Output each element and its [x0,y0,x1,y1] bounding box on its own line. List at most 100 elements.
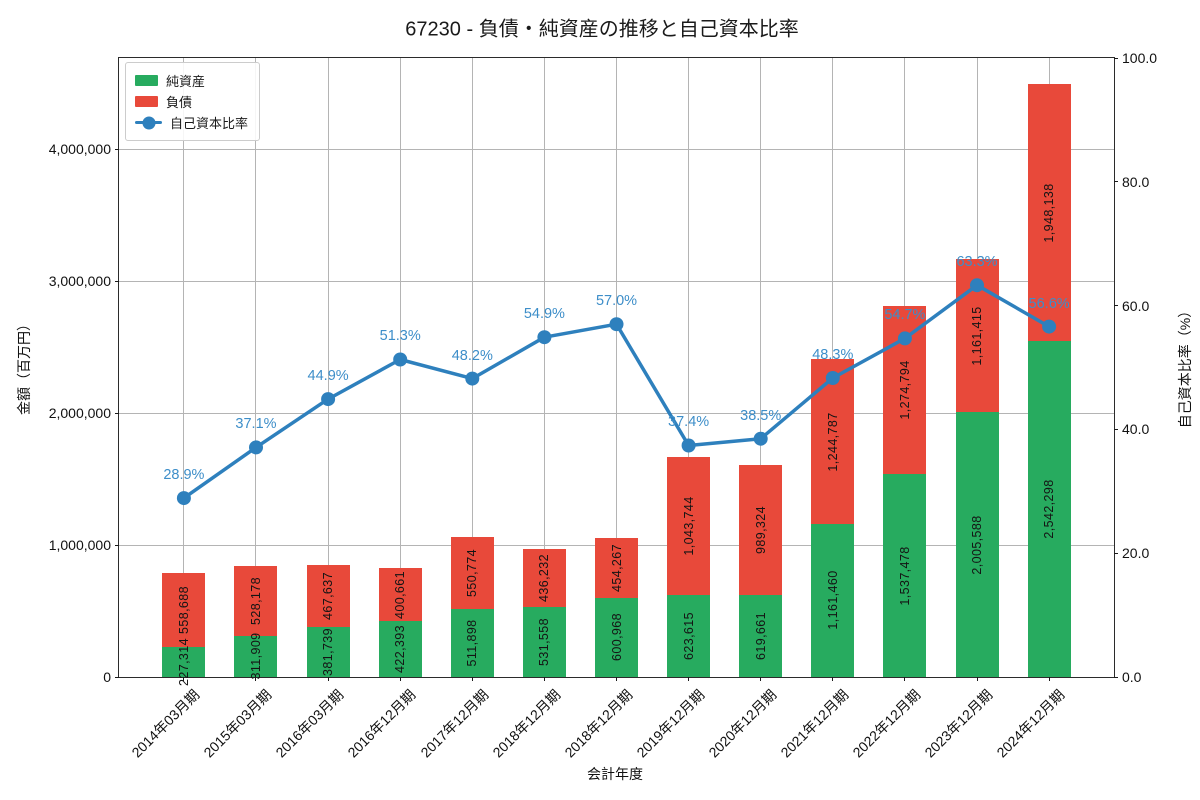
x-axis-tick [255,677,257,681]
right-axis-tick [1114,181,1118,183]
equity-ratio-point [465,371,480,386]
liabilities-value-label: 1,274,794 [897,360,912,420]
equity-ratio-point [249,440,263,455]
x-tick-label: 2017年12月期 [416,686,492,761]
x-axis-tick [688,677,690,681]
equity-ratio-value-label: 57.0% [595,293,638,310]
liabilities-value-label: 1,043,744 [681,496,696,556]
equity-ratio-value-label: 37.4% [668,414,710,431]
equity-ratio-value-label: 38.5% [740,407,782,424]
left-y-axis-title: 金額（百万円） [16,317,32,415]
right-axis-tick-label: 0.0 [1122,669,1142,685]
equity-ratio-line-icon [135,116,162,129]
right-axis-tick [1114,57,1118,59]
net-assets-bar-segment [595,597,638,677]
x-axis-tick [1048,677,1050,681]
net-assets-bar-segment [306,626,350,677]
equity-ratio-point [393,352,408,367]
equity-ratio-value-label: 54.9% [523,306,565,323]
x-axis-tick [760,677,762,681]
equity-ratio-value-label: 48.2% [451,347,493,364]
legend-label-equity-ratio: 自己資本比率 [170,116,249,131]
equity-ratio-value-label: 44.9% [307,368,349,385]
liabilities-value-label: 1,244,787 [825,411,840,472]
liabilities-value-label: 436,232 [537,554,552,603]
right-axis-tick-label: 40.0 [1122,421,1150,438]
x-tick-label: 2021年12月期 [777,686,852,761]
net-assets-bar-segment [883,474,927,677]
equity-ratio-point [176,491,191,506]
equity-ratio-point [753,431,768,446]
right-axis-tick-label: 100.0 [1122,50,1158,66]
grid-line-vertical [760,58,762,677]
net-assets-value-label: 511,898 [465,619,480,667]
net-assets-bar-segment [667,594,711,677]
grid-line-vertical [183,58,185,677]
grid-line-vertical [327,58,329,677]
x-tick-label: 2024年12月期 [993,686,1068,761]
liabilities-bar-segment [522,549,566,607]
net-assets-value-label: 623,615 [681,611,696,660]
grid-line-vertical [616,58,617,677]
legend-label-net-assets: 純資産 [166,74,206,89]
right-axis-tick [1114,676,1118,678]
equity-ratio-value-label: 48.3% [812,347,854,364]
liabilities-value-label: 528,178 [248,576,263,625]
x-axis-tick [471,677,473,681]
grid-line-vertical [543,58,545,677]
net-assets-value-label: 531,558 [537,617,552,666]
liabilities-bar-segment [739,464,783,596]
equity-ratio-line [176,278,1057,506]
net-assets-value-label: 600,968 [609,613,624,662]
x-axis-tick [832,677,834,681]
x-tick-label: 2019年12月期 [633,686,708,761]
legend-item-liabilities: 負債 [135,91,248,112]
x-axis-tick [976,677,978,681]
equity-ratio-value-label: 56.6% [1028,295,1070,312]
grid-line-vertical [688,58,690,677]
equity-ratio-point [1042,319,1057,334]
grid-line-vertical [399,58,401,677]
left-axis-tick-label: 3,000,000 [48,273,111,290]
equity-ratio-value-label: 54.7% [884,307,926,324]
liabilities-swatch-icon [135,96,158,107]
liabilities-bar-segment [162,573,206,647]
right-axis-tick-label: 80.0 [1122,173,1150,190]
left-axis-tick [115,676,119,678]
liabilities-bar-segment [667,456,711,595]
x-tick-label: 2023年12月期 [921,686,996,761]
legend-item-equity-ratio: 自己資本比率 [135,112,248,133]
grid-line-vertical [471,58,473,677]
net-assets-bar-segment [450,609,494,677]
left-axis-tick [115,148,119,150]
equity-ratio-value-label: 37.1% [235,416,277,433]
net-assets-value-label: 619,661 [753,612,768,661]
equity-ratio-dot-icon [142,116,155,129]
grid-line-vertical [255,58,257,677]
net-assets-swatch-icon [135,75,158,86]
liabilities-bar-segment [1027,84,1071,342]
net-assets-value-label: 1,161,460 [825,570,840,630]
liabilities-value-label: 400,661 [393,570,408,619]
right-axis-tick-label: 60.0 [1122,297,1150,314]
net-assets-value-label: 2,005,588 [970,515,984,575]
equity-ratio-point [897,331,912,346]
net-assets-value-label: 227,314 [176,637,191,686]
x-axis-tick [183,677,185,681]
liabilities-bar-segment [595,537,638,598]
equity-ratio-value-label: 63.3% [956,254,998,271]
x-axis-title: 会計年度 [587,766,643,782]
liabilities-bar-segment [306,564,350,627]
liabilities-bar-segment [378,568,422,622]
equity-ratio-point [321,392,336,407]
x-tick-label: 2016年12月期 [344,686,419,761]
equity-ratio-point [537,330,552,345]
liabilities-bar-segment [234,566,278,636]
left-axis-tick [115,544,119,546]
left-axis-tick [115,412,119,414]
right-axis-tick [1114,428,1118,430]
liabilities-value-label: 989,324 [753,505,768,554]
net-assets-value-label: 2,542,298 [1042,479,1057,539]
net-assets-bar-segment [739,595,783,677]
